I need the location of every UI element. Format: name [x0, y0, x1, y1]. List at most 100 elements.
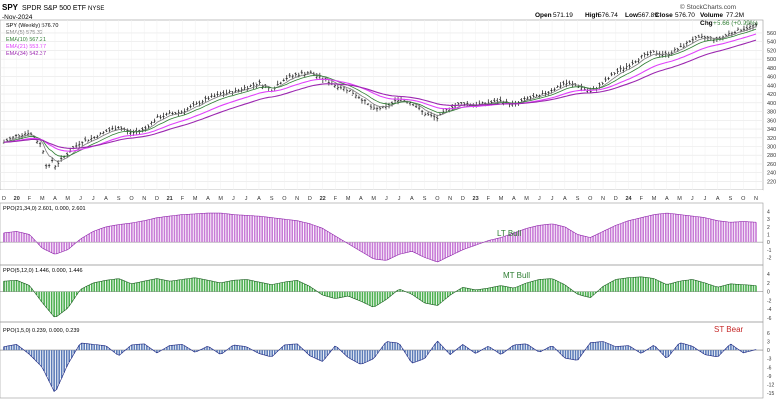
legend-price: SPY (Weekly) 576.70: [6, 23, 58, 29]
month-tick-label: D: [614, 196, 618, 202]
low-label: Low: [625, 12, 639, 19]
ppo-tick-label: -9: [767, 374, 772, 380]
month-tick-label: F: [487, 196, 491, 202]
month-tick-label: M: [65, 196, 70, 202]
ppo-tick-label: 0: [767, 290, 770, 296]
symbol-description: SPDR S&P 500 ETF: [22, 5, 86, 12]
legend: SPY (Weekly) 576.70 EMA(5) 575.32 EMA(10…: [6, 23, 58, 57]
month-tick-label: F: [28, 196, 32, 202]
ppo-tick-label: 1: [767, 232, 770, 238]
month-tick-label: J: [79, 196, 82, 202]
month-tick-label: M: [524, 196, 529, 202]
date-label: -Nov-2024: [2, 14, 33, 21]
price-y-axis: 220 240 260 280 300 320 340 360 380 400 420 440 460 4…: [0, 20, 776, 190]
month-tick-label: J: [92, 196, 95, 202]
month-tick-label: 24: [625, 196, 632, 202]
month-tick-label: F: [334, 196, 338, 202]
price-panel: 220 240 260 280 300 320 340 360 380 400 420 440 460 4…: [0, 19, 776, 191]
month-tick-label: A: [257, 196, 261, 202]
legend-ema10: EMA(10) 567.21: [6, 37, 46, 43]
ppo-tick-label: -1: [767, 248, 772, 254]
ppo-tick-label: 0: [767, 348, 770, 354]
ppo-st-frame: [0, 321, 764, 399]
legend-ema21: EMA(21) 553.77: [6, 44, 46, 50]
ppo-st-y-axis: 6 3 0 -3 -6 -9 -12 -15: [0, 331, 774, 397]
month-tick-label: M: [677, 196, 682, 202]
price-tick-label: 320: [767, 136, 776, 142]
close-value: 576.70: [675, 12, 695, 19]
ppo-outline: [3, 212, 757, 263]
month-tick-label: A: [563, 196, 567, 202]
exchange-label: NYSE: [88, 6, 104, 12]
volume-value: 77.2M: [726, 12, 744, 19]
price-tick-label: 260: [767, 162, 776, 168]
symbol-label: SPY: [2, 3, 19, 12]
price-tick-label: 520: [767, 48, 776, 54]
high-label: High: [585, 12, 599, 19]
price-tick-label: 300: [767, 145, 776, 151]
month-tick-label: S: [729, 196, 733, 202]
ppo-tick-label: -2: [767, 255, 772, 261]
month-tick-label: N: [601, 196, 605, 202]
month-axis-bg: [0, 190, 763, 203]
price-tick-label: 440: [767, 83, 776, 89]
ema21-line: [3, 33, 757, 152]
month-tick-label: N: [754, 196, 758, 202]
month-tick-label: A: [716, 196, 720, 202]
month-tick-label: J: [232, 196, 235, 202]
change-label: Chg: [700, 20, 713, 27]
lt-bull-annotation: LT Bull: [497, 229, 521, 238]
st-bear-annotation: ST Bear: [714, 325, 744, 334]
price-tick-label: 380: [767, 110, 776, 116]
change-value: +5.66 (+0.99%): [713, 20, 758, 27]
ppo-mt-histogram: [3, 276, 757, 318]
ppo-tick-label: 3: [767, 217, 770, 223]
ppo-lt-label: PPO(21,34,0) 2.601, 0.000, 2.601: [3, 206, 86, 212]
month-tick-label: J: [691, 196, 694, 202]
legend-ema34: EMA(34) 542.37: [6, 51, 46, 57]
ppo-mt-frame: [0, 264, 764, 323]
ppo-lt-panel: -2-1 0 12 34 PPO(21,34,0) 2.601, 0.000, 2.6…: [0, 202, 772, 266]
month-tick-label: S: [117, 196, 121, 202]
month-tick-label: 21: [167, 196, 173, 202]
month-tick-label: O: [435, 196, 440, 202]
ppo-tick-label: -15: [767, 391, 774, 397]
ppo-tick-label: -3: [767, 357, 772, 363]
ppo-tick-label: 4: [767, 272, 770, 278]
ppo-st-histogram: [3, 340, 757, 392]
ppo-tick-label: -12: [767, 383, 774, 389]
month-tick-label: N: [448, 196, 452, 202]
price-tick-label: 500: [767, 57, 776, 63]
price-tick-label: 240: [767, 171, 776, 177]
ppo-tick-label: -4: [767, 307, 772, 313]
ppo-mt-label: PPO(5,12,0) 1.446, 0.000, 1.446: [3, 268, 83, 274]
ohlc-readout: Open 571.19 High 576.74 Low 567.89 Close…: [535, 12, 758, 27]
month-tick-label: S: [270, 196, 274, 202]
price-tick-label: 560: [767, 31, 776, 37]
month-tick-label: D: [2, 196, 6, 202]
month-tick-label: 20: [14, 196, 20, 202]
month-tick-label: M: [371, 196, 376, 202]
ppo-st-panel: 6 3 0 -3 -6 -9 -12 -15 PPO(1,5,0) 0.239, 0.000,…: [0, 321, 774, 399]
ema-lines: [3, 26, 757, 162]
price-tick-label: 480: [767, 66, 776, 72]
month-tick-label: M: [346, 196, 351, 202]
month-tick-label: J: [704, 196, 707, 202]
ema5-line: [3, 26, 757, 162]
price-panel-frame: [0, 19, 764, 191]
price-tick-label: 360: [767, 118, 776, 124]
price-tick-label: 220: [767, 179, 776, 185]
month-tick-label: 22: [320, 196, 326, 202]
month-tick-label: M: [218, 196, 223, 202]
open-label: Open: [535, 12, 552, 19]
price-tick-label: 460: [767, 75, 776, 81]
ppo-tick-label: 0: [767, 240, 770, 246]
month-tick-label: D: [461, 196, 465, 202]
ppo-tick-label: 2: [767, 225, 770, 231]
month-tick-label: D: [308, 196, 312, 202]
ppo-tick-label: -6: [767, 365, 772, 371]
month-tick-label: A: [104, 196, 108, 202]
month-tick-label: J: [398, 196, 401, 202]
low-value: 567.89: [638, 12, 658, 19]
